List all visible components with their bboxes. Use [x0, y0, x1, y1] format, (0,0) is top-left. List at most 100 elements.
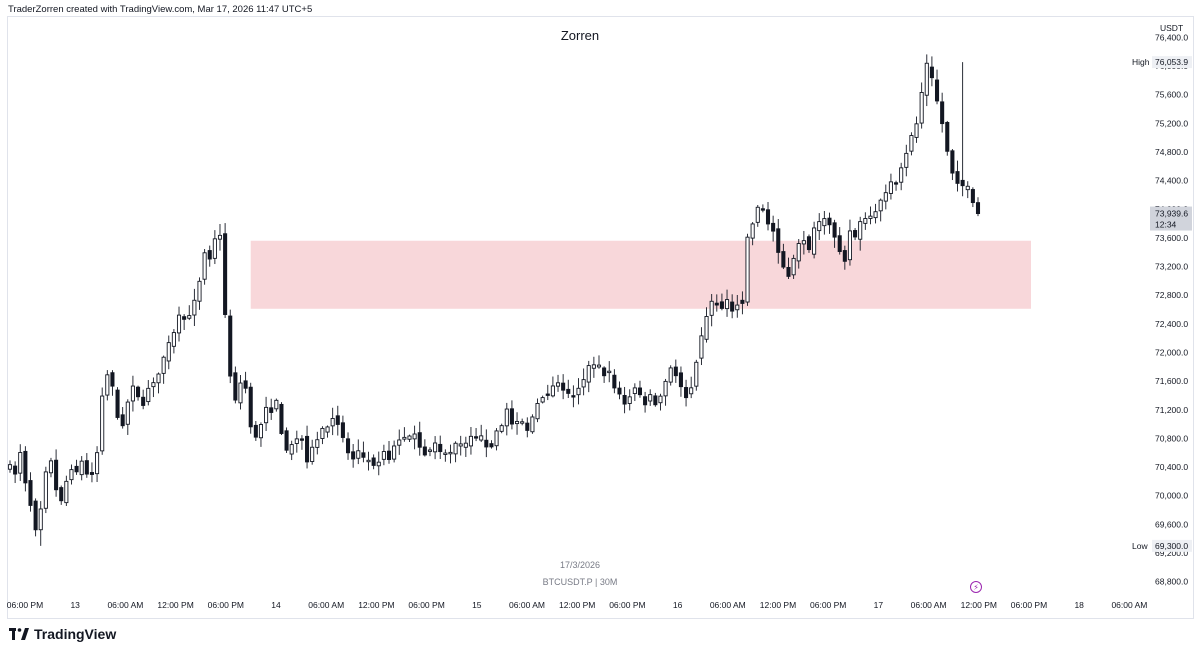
price-chart[interactable]: USDT76,400.076,000.075,600.075,200.074,8…	[0, 0, 1200, 620]
candle-body-up	[632, 387, 637, 395]
candle	[509, 400, 514, 430]
candle-body-up	[878, 199, 883, 212]
y-tick-label: 74,400.0	[1155, 176, 1188, 186]
candle-body-down	[340, 422, 345, 438]
x-tick-label: 06:00 AM	[710, 600, 746, 610]
candle	[458, 435, 463, 456]
candle-body-up	[750, 223, 755, 239]
x-tick-label: 06:00 AM	[107, 600, 143, 610]
candle	[243, 371, 248, 394]
candle-body-up	[499, 425, 504, 432]
candle-body-down	[561, 382, 566, 391]
candle	[709, 294, 714, 327]
y-tick-label: 73,200.0	[1155, 262, 1188, 272]
candle	[474, 428, 479, 442]
chart-title: Zorren	[560, 28, 600, 43]
candle-body-up	[699, 335, 704, 359]
y-tick-label: 72,800.0	[1155, 290, 1188, 300]
x-tick-label: 12:00 PM	[358, 600, 394, 610]
high-marker-value-bg	[1152, 56, 1192, 69]
candle-body-up	[166, 342, 171, 362]
candle	[842, 245, 847, 270]
candle-body-down	[361, 452, 366, 458]
candle-body-down	[960, 179, 965, 187]
candle-body-down	[33, 500, 38, 531]
candle	[540, 395, 545, 404]
candle-body-up	[858, 221, 863, 240]
candle	[566, 379, 571, 399]
candle-body-up	[868, 215, 873, 219]
candle	[668, 365, 673, 386]
candle	[340, 415, 345, 443]
candle	[714, 294, 719, 312]
lightning-alert-icon[interactable]: ⚡	[970, 581, 982, 593]
candle-body-up	[658, 395, 663, 404]
candle	[878, 198, 883, 222]
low-marker-label: Low	[1132, 541, 1148, 551]
last-price-countdown: 12:34	[1155, 220, 1177, 230]
candle	[658, 393, 663, 411]
candle-body-up	[397, 439, 402, 446]
candle	[228, 309, 233, 384]
candle-body-up	[238, 382, 243, 404]
x-tick-label: 12:00 PM	[157, 600, 193, 610]
tradingview-logo[interactable]: TradingView	[9, 626, 116, 642]
candle	[965, 181, 970, 199]
x-tick-label: 17	[874, 600, 884, 610]
candle	[110, 370, 115, 396]
candle	[689, 376, 694, 399]
candle-body-down	[786, 266, 791, 277]
candle-body-down	[417, 432, 422, 448]
x-tick-label: 13	[70, 600, 80, 610]
candle-body-down	[84, 460, 89, 475]
candle-body-up	[899, 167, 904, 183]
candle-body-up	[95, 452, 100, 475]
candle	[515, 412, 520, 435]
candle	[381, 444, 386, 466]
high-marker-label-bg	[1128, 56, 1150, 69]
candle-body-up	[427, 449, 433, 452]
candle	[325, 425, 330, 438]
candle-layer	[7, 54, 981, 546]
candle-body-down	[284, 430, 289, 451]
candle	[827, 212, 832, 234]
candle-body-down	[474, 436, 479, 439]
candle-body-up	[919, 92, 924, 124]
last-price-value: 73,939.6	[1155, 209, 1188, 219]
candle-body-up	[264, 406, 269, 424]
candle	[264, 396, 269, 431]
candle-body-down	[509, 408, 514, 425]
candle-body-up	[914, 123, 919, 138]
candle-body-up	[43, 471, 48, 509]
candle	[392, 440, 397, 463]
candle-body-down	[719, 301, 724, 309]
candle-body-up	[453, 442, 458, 455]
candle	[23, 446, 28, 492]
candle	[397, 429, 402, 455]
candle-body-down	[950, 150, 955, 174]
candle-body-up	[161, 356, 166, 374]
candle	[919, 82, 924, 129]
candle	[320, 426, 325, 445]
candle	[294, 430, 299, 453]
x-tick-label: 18	[1074, 600, 1084, 610]
candle-body-down	[233, 372, 238, 401]
tradingview-logo-text: TradingView	[34, 626, 117, 642]
candle	[796, 239, 801, 269]
candle-body-up	[289, 444, 294, 455]
y-tick-label: 69,200.0	[1155, 548, 1188, 558]
candle	[684, 379, 689, 407]
candle	[192, 288, 197, 327]
candle-body-up	[458, 443, 463, 447]
x-tick-label: 06:00 PM	[1011, 600, 1047, 610]
candle-body-up	[724, 299, 730, 310]
x-tick-label: 06:00 PM	[408, 600, 444, 610]
candle-body-up	[668, 367, 673, 383]
candle-body-up	[315, 439, 320, 448]
y-tick-label: 72,000.0	[1155, 347, 1188, 357]
candle-body-down	[602, 367, 607, 377]
time-axis: 06:00 PM 13 06:00 AM 12:00 PM 06:00 PM 14 06:0…	[7, 600, 1148, 610]
candle-body-down	[386, 450, 392, 460]
candle	[561, 374, 566, 400]
candle	[806, 234, 812, 253]
